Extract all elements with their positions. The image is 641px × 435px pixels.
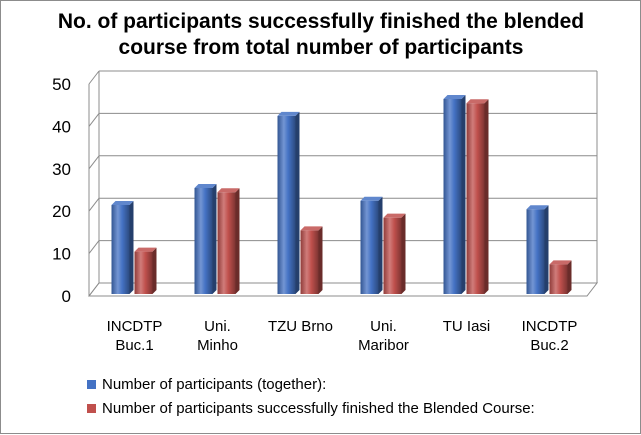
- y-tick-label: 20: [52, 202, 71, 221]
- side-wall-gridline: [88, 197, 100, 212]
- bar-side: [378, 196, 383, 294]
- y-tick-label: 30: [52, 160, 71, 179]
- bar-top: [217, 188, 240, 193]
- bar-top: [194, 184, 217, 188]
- bar-series-1: [277, 115, 296, 294]
- bar-side: [235, 188, 240, 294]
- legend-item-series-1: Number of participants (together):: [87, 374, 326, 394]
- x-category-label: Minho: [197, 337, 238, 354]
- bar-top: [526, 205, 549, 210]
- bar-top: [111, 200, 134, 205]
- bar-series-1: [194, 188, 213, 294]
- bar-series-2: [217, 192, 236, 294]
- x-category-label: TZU Brno: [268, 318, 333, 335]
- bar-series-2: [466, 103, 485, 294]
- legend-swatch-series-1: [87, 379, 96, 389]
- bar-series-2: [383, 217, 402, 294]
- side-wall-gridline: [88, 155, 100, 170]
- bar-side: [129, 200, 134, 294]
- bar-series-1: [526, 209, 545, 294]
- bar-series-2: [300, 230, 319, 294]
- bar-side: [318, 226, 323, 294]
- bar-series-1: [111, 204, 130, 294]
- y-tick-label: 40: [52, 117, 71, 136]
- bar-top: [443, 94, 466, 99]
- bar-series-2: [134, 251, 153, 294]
- bar-side: [461, 94, 466, 295]
- x-category-label: Buc.1: [115, 337, 153, 354]
- bar-side: [401, 213, 406, 294]
- bar-series-1: [443, 98, 462, 295]
- bar-top: [360, 196, 383, 201]
- bar-side: [567, 260, 572, 294]
- x-category-label: INCDTP: [522, 318, 578, 335]
- side-wall-gridline: [88, 70, 100, 85]
- legend-swatch-series-2: [87, 403, 96, 413]
- bar-top: [549, 260, 572, 265]
- y-tick-label: 50: [52, 75, 71, 94]
- x-category-label: Maribor: [358, 337, 409, 354]
- bar-series-2: [549, 264, 568, 294]
- side-wall-gridline: [88, 113, 100, 127]
- x-category-label: Uni.: [204, 318, 231, 335]
- bar-side: [484, 99, 489, 294]
- x-category-label: TU Iasi: [443, 318, 491, 335]
- bar-top: [300, 226, 323, 231]
- bar-top: [134, 247, 157, 252]
- bar-series-1: [360, 200, 379, 294]
- x-category-label: Uni.: [370, 318, 397, 335]
- bar-side: [152, 247, 157, 294]
- chart-title-line1: No. of participants successfully finishe…: [57, 10, 585, 33]
- x-category-label: INCDTP: [107, 318, 163, 335]
- bar-top: [466, 99, 489, 104]
- bar-side: [212, 184, 217, 294]
- legend-item-series-2: Number of participants successfully fini…: [87, 398, 535, 418]
- bar-side: [295, 111, 300, 294]
- bar-top: [277, 111, 300, 116]
- legend-label-series-2: Number of participants successfully fini…: [102, 399, 535, 417]
- chart-title-line2: course from total number of participants: [118, 36, 524, 59]
- y-tick-label: 10: [52, 245, 71, 264]
- chart-floor: [87, 282, 599, 297]
- bar-side: [544, 205, 549, 294]
- x-category-label: Buc.2: [530, 337, 568, 354]
- legend-label-series-1: Number of participants (together):: [102, 375, 327, 393]
- side-wall-gridline: [88, 240, 100, 254]
- y-tick-label: 0: [62, 287, 71, 306]
- bar-top: [383, 213, 406, 218]
